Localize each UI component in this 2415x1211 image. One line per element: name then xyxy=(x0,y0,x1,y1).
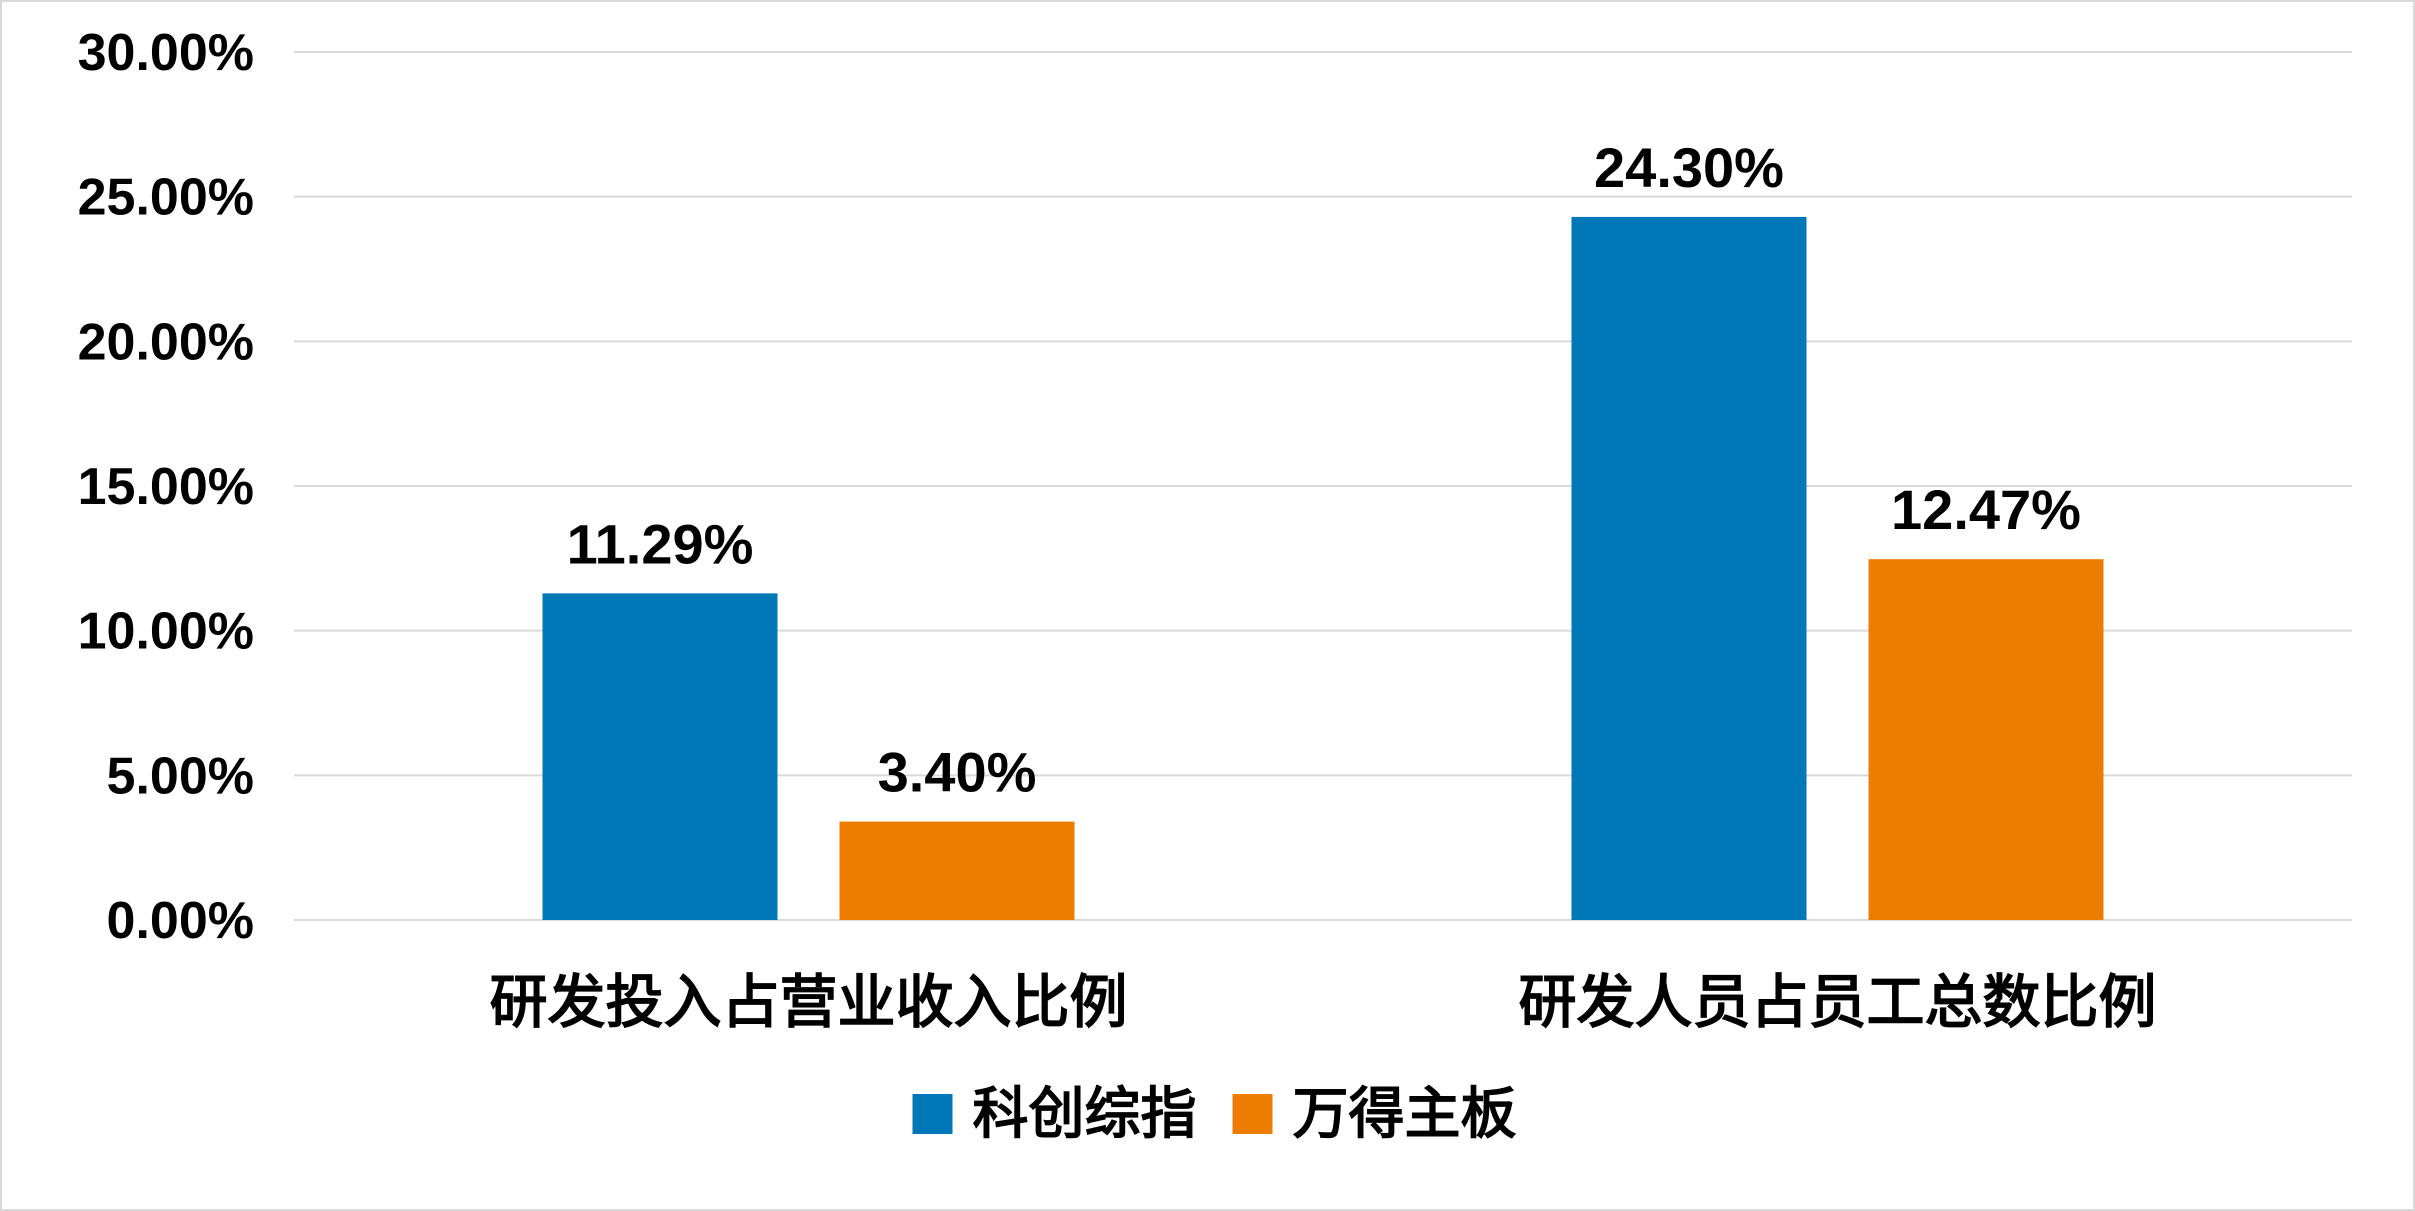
legend-label: 万得主板 xyxy=(1293,1082,1517,1147)
legend-swatch xyxy=(912,1094,953,1134)
legend-item: 万得主板 xyxy=(1232,1082,1517,1147)
data-labels: 11.29% 3.40% 24.30% 12.47% xyxy=(567,136,2081,804)
y-tick-label: 10.00% xyxy=(78,603,254,661)
legend-item: 科创综指 xyxy=(912,1082,1197,1147)
bar xyxy=(1868,559,2104,920)
bar xyxy=(542,593,778,920)
legend-label: 科创综指 xyxy=(973,1082,1197,1147)
bar xyxy=(1571,216,1807,921)
data-label: 24.30% xyxy=(1594,136,1784,199)
y-tick-label: 20.00% xyxy=(78,313,254,371)
y-tick-label: 15.00% xyxy=(78,458,254,516)
y-tick-label: 5.00% xyxy=(107,747,254,805)
y-tick-label: 25.00% xyxy=(78,169,254,227)
x-category-label: 研发投入占营业收入比例 xyxy=(489,968,1127,1036)
y-tick-label: 30.00% xyxy=(78,24,254,82)
y-tick-label: 0.00% xyxy=(107,892,254,950)
legend-swatch xyxy=(1232,1094,1273,1134)
x-axis-category-labels: 研发投入占营业收入比例 研发人员占员工总数比例 xyxy=(489,968,2156,1036)
bars xyxy=(542,216,2104,921)
legend: 科创综指 万得主板 xyxy=(912,1082,1517,1147)
data-label: 12.47% xyxy=(1891,478,2081,541)
data-label: 3.40% xyxy=(878,741,1037,804)
y-axis-tick-labels: 0.00% 5.00% 10.00% 15.00% 20.00% 25.00% 30.00% xyxy=(78,24,254,950)
bar xyxy=(839,821,1075,920)
x-category-label: 研发人员占员工总数比例 xyxy=(1518,968,2156,1036)
data-label: 11.29% xyxy=(567,512,754,575)
